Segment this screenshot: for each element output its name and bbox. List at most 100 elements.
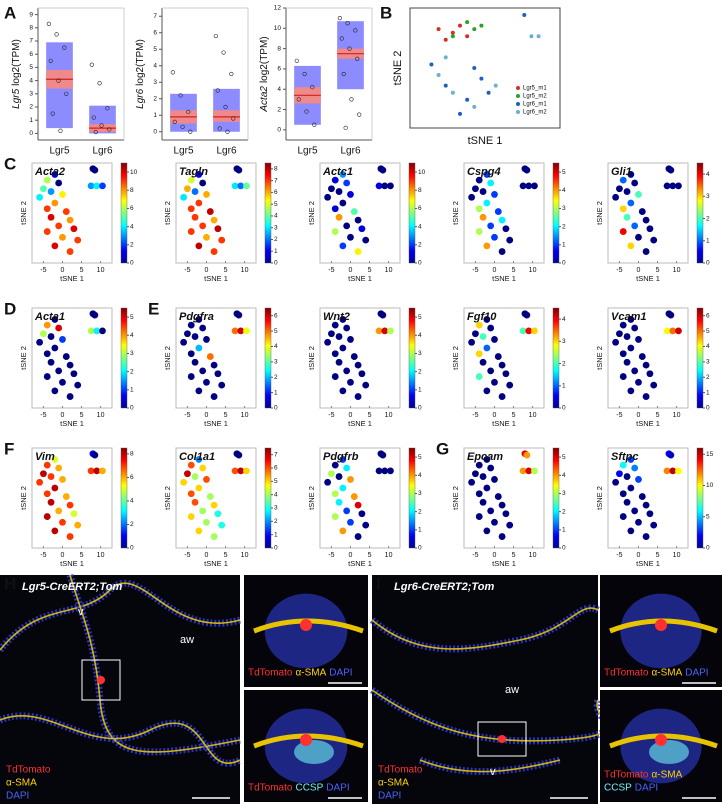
y-tick-label: 0: [153, 128, 157, 135]
cell-point: [74, 236, 82, 244]
colorbar-tick-label: 0: [706, 545, 710, 552]
cell-point: [91, 166, 99, 174]
x-tick-label: 0: [349, 267, 353, 274]
data-point: [522, 13, 527, 18]
cell-point: [47, 213, 55, 221]
y-tick-label: 2: [153, 95, 157, 102]
cell-point: [506, 381, 514, 389]
cell-point: [203, 336, 210, 343]
cell-point: [525, 182, 533, 190]
x-tick-label: 10: [241, 552, 249, 559]
colorbar: [408, 307, 416, 409]
colorbar-tick-label: 3: [274, 224, 278, 231]
colorbar-tick-label: 5: [706, 513, 710, 520]
cell-point: [87, 327, 95, 335]
cell-point: [43, 205, 51, 213]
colorbar: [696, 307, 704, 409]
cell-point: [623, 333, 631, 340]
data-point: [429, 62, 434, 67]
cell-point: [619, 461, 627, 469]
cell-point: [66, 393, 74, 400]
cell-point: [347, 476, 354, 483]
x-tick-label: Lgr5: [173, 146, 193, 157]
inset-tomato: [300, 619, 312, 631]
data-point: [178, 93, 183, 98]
cell-point: [43, 490, 51, 498]
cell-point: [635, 476, 642, 483]
cell-point: [631, 179, 639, 187]
colorbar-tick-label: 5: [274, 478, 278, 485]
data-point: [312, 122, 317, 127]
cell-point: [55, 367, 63, 375]
cell-point: [199, 222, 207, 230]
cell-point: [187, 350, 195, 358]
colorbar-tick-label: 6: [274, 189, 278, 196]
plot-frame: [607, 162, 689, 264]
plot-frame: [463, 447, 545, 549]
colorbar-tick-label: 6: [706, 312, 710, 319]
panel-label: D: [4, 299, 16, 318]
cell-point: [55, 464, 63, 472]
cell-point: [237, 467, 245, 475]
colorbar-tick-label: 2: [706, 215, 710, 222]
data-point: [472, 66, 477, 70]
colorbar-tick-label: 0: [418, 405, 422, 412]
cell-point: [184, 185, 191, 193]
cell-point: [191, 188, 199, 195]
data-point: [213, 33, 218, 39]
cell-point: [203, 233, 210, 241]
colorbar-tick-label: 6: [274, 312, 278, 319]
x-label: tSNE 1: [636, 419, 660, 428]
y-tick-label: 12: [274, 5, 282, 12]
data-point: [188, 129, 193, 134]
cell-point: [487, 507, 495, 515]
data-point: [355, 56, 360, 61]
cell-point: [354, 501, 362, 509]
cell-point: [206, 493, 214, 500]
data-point: [99, 123, 104, 128]
colorbar-tick-label: 10: [130, 169, 138, 176]
x-tick-label: -5: [184, 267, 190, 274]
colorbar-tick-label: 5: [274, 328, 278, 335]
data-point: [91, 115, 96, 120]
cell-point: [623, 498, 631, 506]
micrograph: [372, 575, 598, 804]
cell-point: [203, 378, 210, 386]
colorbar-tick-label: 1: [706, 389, 710, 396]
data-point: [450, 30, 455, 35]
y-label: Acta2 log2(TPM): [259, 36, 270, 112]
cell-point: [627, 199, 635, 207]
cell-point: [43, 228, 51, 235]
cell-point: [468, 478, 476, 486]
stain-legend: TdTomato: [378, 765, 423, 776]
cell-point: [627, 387, 635, 395]
stain-label: DAPI: [326, 783, 349, 794]
y-label: tSNE 2: [595, 486, 604, 510]
mean-band: [213, 110, 240, 122]
x-tick-label: 5: [80, 552, 84, 559]
colorbar-tick-label: 3: [418, 350, 422, 357]
cell-point: [483, 344, 491, 352]
data-point: [231, 116, 236, 121]
cell-point: [379, 166, 387, 174]
cell-point: [324, 193, 332, 201]
cell-point: [627, 344, 635, 352]
stain-label: DAPI: [329, 668, 352, 679]
cell-point: [479, 498, 487, 506]
cell-point: [331, 461, 339, 469]
cell-point: [667, 311, 675, 319]
stain-label: TdTomato: [604, 770, 649, 781]
colorbar-tick-label: 4: [562, 187, 566, 194]
cell-point: [487, 324, 495, 332]
cell-point: [483, 527, 491, 535]
cell-point: [491, 336, 498, 343]
cell-point: [51, 456, 59, 463]
x-tick-label: -5: [40, 552, 46, 559]
x-label: tSNE 1: [60, 419, 84, 428]
cell-point: [235, 311, 243, 319]
cell-point: [343, 507, 351, 515]
cell-point: [347, 233, 354, 241]
cell-point: [475, 513, 483, 520]
x-tick-label: -5: [616, 267, 622, 274]
